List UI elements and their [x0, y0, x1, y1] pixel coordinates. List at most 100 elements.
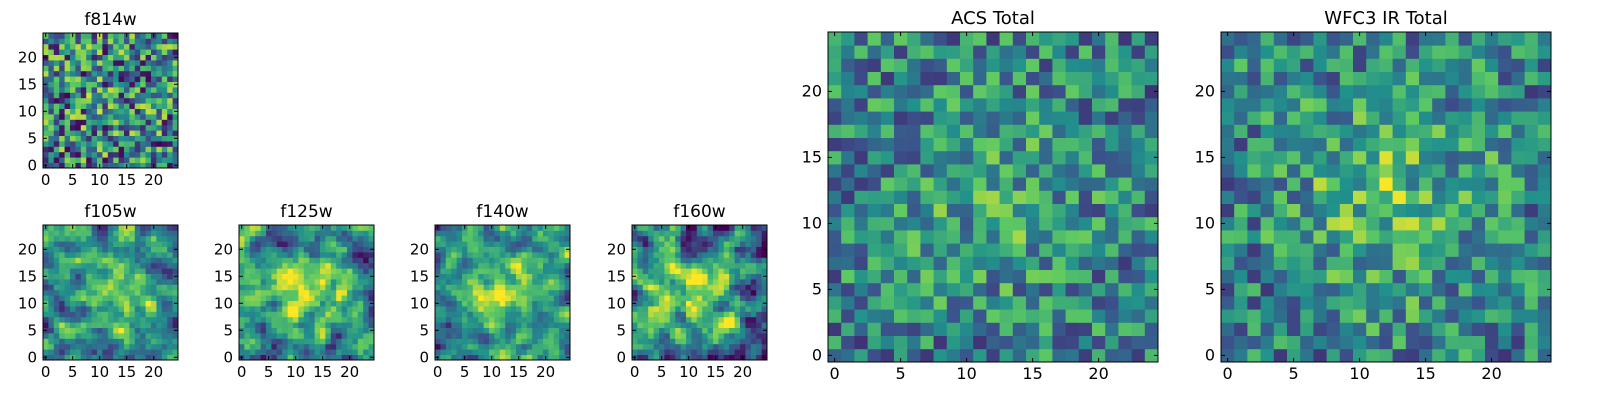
heatmap-cell — [1419, 150, 1433, 165]
heatmap-cell — [167, 268, 173, 274]
heatmap-cell — [102, 146, 109, 153]
heatmap-cell — [124, 60, 130, 66]
heatmap-cell — [260, 295, 267, 301]
heatmap-cell — [445, 262, 452, 269]
heatmap-cell — [1524, 150, 1539, 165]
heatmap-cell — [521, 262, 528, 269]
heatmap-cell — [510, 252, 517, 258]
heatmap-cell — [973, 124, 987, 138]
heatmap-cell — [1524, 137, 1539, 152]
heatmap-cell — [564, 322, 571, 328]
heatmap-cell — [472, 262, 479, 269]
heatmap-cell — [59, 65, 65, 72]
heatmap-cell — [167, 60, 173, 66]
heatmap-cell — [325, 284, 332, 291]
heatmap-cell — [260, 327, 267, 334]
heatmap-cell — [145, 262, 152, 269]
heatmap-cell — [718, 257, 725, 264]
heatmap-cell — [309, 225, 315, 231]
heatmap-cell — [828, 335, 842, 350]
heatmap-cell — [1247, 45, 1261, 59]
heatmap-cell — [172, 252, 179, 258]
heatmap-cell — [1052, 111, 1066, 125]
heatmap-cell — [1379, 216, 1393, 231]
heatmap-cell — [1247, 203, 1261, 218]
heatmap-cell — [1234, 111, 1248, 125]
heatmap-cell — [124, 135, 130, 142]
heatmap-cell — [282, 327, 288, 334]
heatmap-cell — [986, 111, 1000, 125]
heatmap-cell — [648, 306, 654, 312]
heatmap-cell — [303, 333, 310, 339]
heatmap-cell — [440, 349, 447, 355]
heatmap-cell — [1260, 84, 1275, 99]
heatmap-cell — [494, 289, 501, 296]
heatmap-cell — [1273, 282, 1288, 297]
heatmap-cell — [548, 349, 555, 355]
heatmap-cell — [244, 257, 251, 264]
heatmap-cell — [80, 306, 87, 312]
heatmap-cell — [946, 269, 961, 284]
heatmap-cell — [102, 225, 109, 231]
heatmap-cell — [718, 252, 725, 258]
heatmap-cell — [97, 43, 103, 50]
heatmap-cell — [543, 252, 549, 258]
heatmap-cell — [53, 157, 60, 163]
heatmap-cell — [761, 241, 768, 247]
heatmap-cell — [161, 333, 168, 339]
heatmap-cell — [48, 257, 55, 264]
heatmap-cell — [113, 284, 119, 291]
heatmap-cell — [75, 230, 82, 237]
heatmap-cell — [1353, 124, 1367, 138]
heatmap-cell — [1313, 58, 1327, 72]
heatmap-cell — [124, 38, 130, 45]
heatmap-cell — [172, 146, 179, 153]
heatmap-cell — [75, 92, 82, 99]
heatmap-cell — [1144, 216, 1159, 231]
heatmap-cell — [287, 316, 294, 323]
heatmap-cell — [707, 338, 714, 345]
heatmap-cell — [134, 43, 141, 50]
heatmap-cell — [113, 146, 119, 153]
heatmap-cell — [80, 268, 87, 274]
heatmap-cell — [309, 333, 315, 339]
heatmap-cell — [702, 306, 708, 312]
heatmap-cell — [543, 316, 549, 323]
heatmap-cell — [124, 246, 130, 253]
heatmap-cell — [107, 70, 114, 77]
heatmap-cell — [713, 289, 719, 296]
heatmap-cell — [341, 289, 348, 296]
heatmap-cell — [1273, 111, 1288, 125]
heatmap-cell — [1092, 98, 1106, 112]
heatmap-cell — [86, 49, 92, 55]
heatmap-cell — [483, 338, 490, 345]
heatmap-cell — [467, 273, 474, 280]
heatmap-cell — [880, 335, 895, 350]
heatmap-cell — [325, 262, 332, 269]
heatmap-cell — [357, 333, 364, 339]
heatmap-cell — [59, 230, 65, 237]
heatmap-cell — [134, 33, 141, 39]
heatmap-cell — [145, 300, 152, 307]
heatmap-cell — [521, 279, 528, 285]
heatmap-cell — [499, 284, 506, 291]
heatmap-cell — [1078, 230, 1093, 244]
heatmap-cell — [637, 311, 644, 318]
heatmap-cell — [756, 246, 762, 253]
heatmap-cell — [1339, 32, 1354, 46]
heatmap-cell — [59, 262, 65, 269]
heatmap-cell — [298, 273, 305, 280]
heatmap-cell — [960, 230, 974, 244]
heatmap-cell — [118, 327, 125, 334]
heatmap-cell — [156, 141, 163, 147]
heatmap-cell — [86, 135, 92, 142]
heatmap-cell — [102, 230, 109, 237]
heatmap-cell — [70, 108, 76, 115]
heatmap-cell — [167, 257, 173, 264]
heatmap-cell — [151, 135, 157, 142]
heatmap-cell — [1039, 137, 1053, 152]
heatmap-cell — [75, 279, 82, 285]
heatmap-cell — [1026, 111, 1040, 125]
heatmap-cell — [526, 273, 533, 280]
heatmap-cell — [680, 284, 687, 291]
